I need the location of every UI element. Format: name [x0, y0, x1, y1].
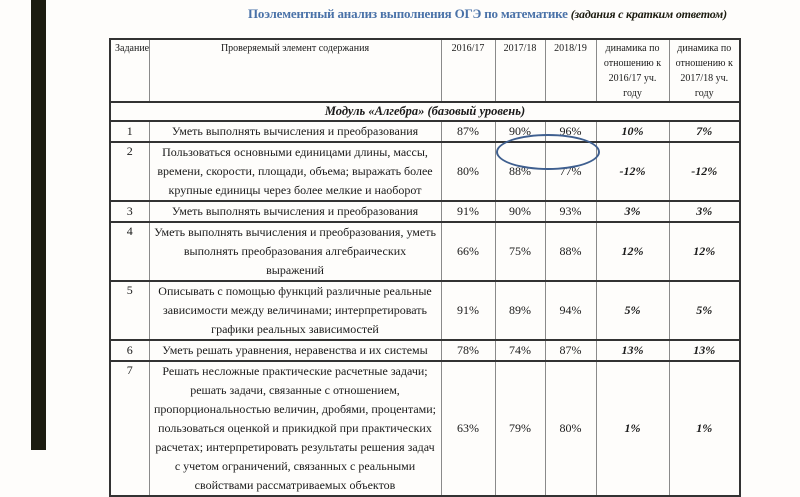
value-2016-17: 91% — [440, 280, 496, 341]
task-number: 5 — [109, 280, 150, 341]
task-number: 6 — [109, 339, 150, 362]
dynamics-vs-2016-17: 3% — [595, 200, 670, 223]
table-row: 7 Решать несложные практические расчетны… — [109, 360, 741, 497]
value-2018-19: 87% — [544, 339, 597, 362]
task-number: 3 — [109, 200, 150, 223]
header-2017-18: 2017/18 — [494, 38, 546, 103]
element-description: Пользоваться основными единицами длины, … — [148, 141, 442, 202]
value-2016-17: 66% — [440, 221, 496, 282]
header-element: Проверяемый элемент содержания — [148, 38, 442, 103]
value-2017-18: 88% — [494, 141, 546, 202]
task-number: 4 — [109, 221, 150, 282]
element-description: Описывать с помощью функций различные ре… — [148, 280, 442, 341]
value-2018-19: 96% — [544, 120, 597, 143]
dynamics-vs-2017-18: 12% — [668, 221, 741, 282]
header-2016-17: 2016/17 — [440, 38, 496, 103]
value-2018-19: 93% — [544, 200, 597, 223]
value-2018-19: 77% — [544, 141, 597, 202]
value-2017-18: 75% — [494, 221, 546, 282]
table-row: 4 Уметь выполнять вычисления и преобразо… — [109, 221, 741, 282]
table-row: 6 Уметь решать уравнения, неравенства и … — [109, 339, 741, 362]
module-title: Модуль «Алгебра» (базовый уровень) — [109, 101, 741, 122]
task-number: 2 — [109, 141, 150, 202]
value-2017-18: 90% — [494, 120, 546, 143]
element-description: Уметь выполнять вычисления и преобразова… — [148, 200, 442, 223]
dynamics-vs-2017-18: 7% — [668, 120, 741, 143]
table-row: 1 Уметь выполнять вычисления и преобразо… — [109, 120, 741, 143]
value-2018-19: 88% — [544, 221, 597, 282]
header-dynamics-2017-18: динамика по отношению к 2017/18 уч. году — [668, 38, 741, 103]
dynamics-vs-2016-17: 10% — [595, 120, 670, 143]
element-description: Уметь решать уравнения, неравенства и их… — [148, 339, 442, 362]
dynamics-vs-2016-17: 5% — [595, 280, 670, 341]
value-2016-17: 78% — [440, 339, 496, 362]
table-row: 3 Уметь выполнять вычисления и преобразо… — [109, 200, 741, 223]
title-subtitle: (задания с кратким ответом) — [570, 7, 727, 21]
header-2018-19: 2018/19 — [544, 38, 597, 103]
value-2017-18: 90% — [494, 200, 546, 223]
header-task: Задание — [109, 38, 150, 103]
task-number: 7 — [109, 360, 150, 497]
dynamics-vs-2017-18: 13% — [668, 339, 741, 362]
dynamics-vs-2017-18: -12% — [668, 141, 741, 202]
value-2017-18: 74% — [494, 339, 546, 362]
task-number: 1 — [109, 120, 150, 143]
dynamics-vs-2017-18: 5% — [668, 280, 741, 341]
value-2016-17: 91% — [440, 200, 496, 223]
table-row: 2 Пользоваться основными единицами длины… — [109, 141, 741, 202]
table-row: 5 Описывать с помощью функций различные … — [109, 280, 741, 341]
dynamics-vs-2016-17: 13% — [595, 339, 670, 362]
dynamics-vs-2016-17: -12% — [595, 141, 670, 202]
element-description: Уметь выполнять вычисления и преобразова… — [148, 120, 442, 143]
header-dynamics-2016-17: динамика по отношению к 2016/17 уч. году — [595, 38, 670, 103]
element-description: Уметь выполнять вычисления и преобразова… — [148, 221, 442, 282]
dynamics-vs-2017-18: 1% — [668, 360, 741, 497]
value-2018-19: 80% — [544, 360, 597, 497]
left-dark-bar — [31, 0, 46, 450]
title-main: Поэлементный анализ выполнения ОГЭ по ма… — [248, 6, 571, 21]
header-row: Задание Проверяемый элемент содержания 2… — [109, 38, 741, 103]
page-title: Поэлементный анализ выполнения ОГЭ по ма… — [248, 6, 727, 22]
module-row: Модуль «Алгебра» (базовый уровень) — [109, 101, 741, 122]
value-2018-19: 94% — [544, 280, 597, 341]
value-2016-17: 63% — [440, 360, 496, 497]
dynamics-vs-2017-18: 3% — [668, 200, 741, 223]
element-description: Решать несложные практические расчетные … — [148, 360, 442, 497]
dynamics-vs-2016-17: 1% — [595, 360, 670, 497]
value-2016-17: 87% — [440, 120, 496, 143]
value-2017-18: 89% — [494, 280, 546, 341]
dynamics-vs-2016-17: 12% — [595, 221, 670, 282]
value-2017-18: 79% — [494, 360, 546, 497]
analysis-table: Задание Проверяемый элемент содержания 2… — [109, 38, 741, 497]
value-2016-17: 80% — [440, 141, 496, 202]
